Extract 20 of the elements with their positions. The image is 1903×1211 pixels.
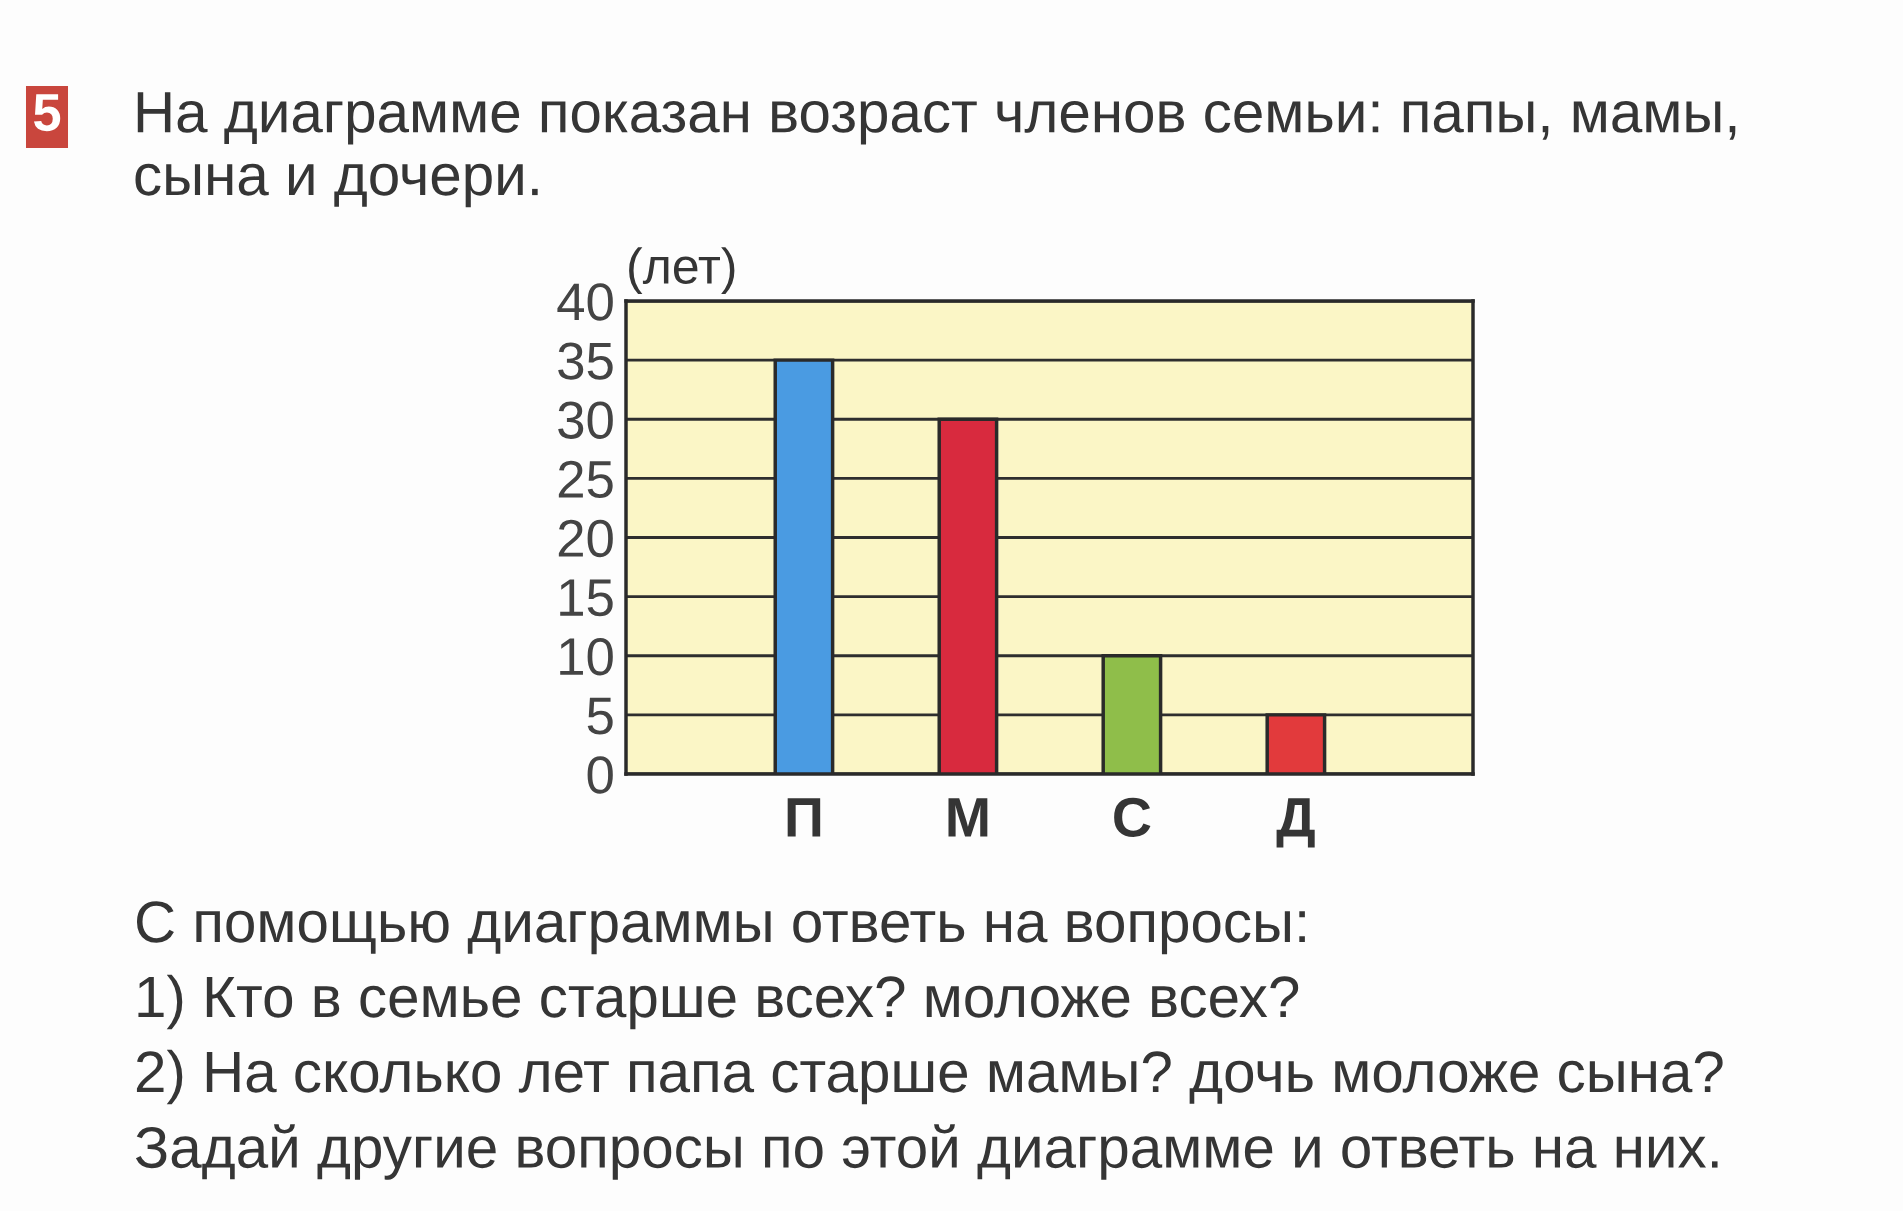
- text: 2) На сколько лет папа старше мамы? дочь моложе сына?: [136, 1049, 1723, 1105]
- y-tick-label: 25: [558, 460, 613, 499]
- text: 1) Кто в семье старше всех? моложе всех?: [138, 974, 1299, 1030]
- x-tick-label: С: [1114, 797, 1151, 838]
- text: 5: [33, 94, 61, 132]
- text: С помощью диаграммы ответь на вопросы:: [136, 901, 1305, 955]
- y-tick-label: 35: [558, 342, 613, 380]
- chart-title: На диаграмме показан возраст членов семьи: папы, мамы, сына и дочери.: [135, 92, 1736, 208]
- y-tick-label: 10: [560, 638, 613, 676]
- y-tick-label: 5: [587, 697, 613, 735]
- text: Задай другие вопросы по этой диаграмме и ответь на них.: [135, 1124, 1718, 1180]
- y-tick-label: 0: [587, 756, 613, 794]
- x-tick-label: П: [787, 798, 821, 837]
- y-tick-label: 20: [558, 519, 613, 558]
- y-tick-label: 40: [557, 283, 613, 321]
- y-tick-label: 30: [558, 401, 613, 439]
- x-tick-label: Д: [1276, 798, 1315, 848]
- x-tick-label: М: [948, 798, 988, 837]
- y-tick-label: 15: [560, 579, 613, 617]
- y-axis-title: (лет): [629, 247, 735, 294]
